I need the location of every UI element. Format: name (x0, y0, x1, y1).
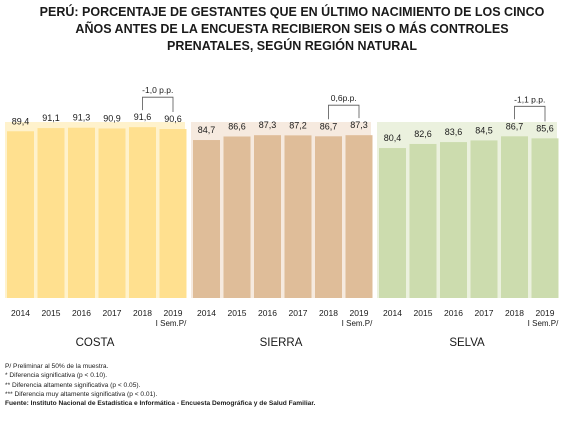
x-tick-sierra-2019: 2019 (350, 308, 369, 318)
x-tick-costa-2018: 2018 (133, 308, 152, 318)
bar-sierra-2019 (345, 135, 373, 298)
bar-selva-2014 (379, 148, 406, 298)
bar-costa-2015 (37, 128, 65, 298)
note-significant: * Diferencia significativa (p < 0.10). (5, 372, 108, 380)
value-label-sierra-2015: 86,6 (228, 121, 246, 131)
value-label-selva-2018: 86,7 (506, 121, 524, 131)
x-tick-sierra-2016: 2016 (258, 308, 277, 318)
annotation-costa: -1,0 p.p. (142, 85, 173, 95)
value-label-costa-2015: 91,1 (42, 113, 60, 123)
value-label-selva-2019: 85,6 (536, 123, 554, 133)
x-tick-selva-2016: 2016 (444, 308, 463, 318)
bar-costa-2019 (159, 129, 187, 298)
comparison-bracket-costa (142, 96, 174, 113)
x-tick-sub-costa: I Sem.P/ (156, 319, 187, 328)
group-label-selva: SELVA (449, 337, 485, 349)
value-label-selva-2015: 82,6 (414, 129, 432, 139)
x-tick-sierra-2017: 2017 (289, 308, 308, 318)
source-note: Fuente: Instituto Nacional de Estadístic… (5, 400, 316, 408)
footnotes: P/ Preliminar al 50% de la muestra. * Di… (5, 362, 315, 408)
value-label-sierra-2019: 87,3 (350, 120, 368, 130)
bar-costa-2014 (7, 131, 34, 298)
x-tick-costa-2019: 2019 (164, 308, 183, 318)
bar-sierra-2018 (315, 136, 342, 298)
bar-selva-2015 (409, 143, 437, 298)
note-very-highly-significant: *** Diferencia muy altamente significati… (5, 390, 158, 398)
bar-sierra-2017 (284, 135, 312, 298)
value-label-sierra-2014: 84,7 (198, 125, 216, 135)
x-tick-sierra-2014: 2014 (197, 308, 216, 318)
x-tick-selva-2017: 2017 (475, 308, 494, 318)
bar-selva-2019 (531, 138, 559, 298)
bar-selva-2017 (470, 140, 498, 298)
chart-title: PERÚ: PORCENTAJE DE GESTANTES QUE EN ÚLT… (0, 4, 584, 55)
x-tick-selva-2015: 2015 (414, 308, 433, 318)
comparison-bracket-sierra (328, 104, 360, 120)
value-label-costa-2017: 90,9 (103, 113, 121, 123)
bar-selva-2018 (501, 136, 528, 298)
bar-costa-2016 (68, 127, 95, 299)
bar-selva-2016 (440, 142, 467, 298)
x-tick-costa-2014: 2014 (11, 308, 30, 318)
x-tick-sierra-2015: 2015 (228, 308, 247, 318)
title-line-3: PRENATALES, SEGÚN REGIÓN NATURAL (166, 39, 417, 53)
x-tick-sub-sierra: I Sem.P/ (342, 319, 373, 328)
value-label-sierra-2017: 87,2 (289, 120, 307, 130)
bar-costa-2017 (98, 128, 126, 298)
value-label-sierra-2018: 86,7 (320, 121, 338, 131)
bar-sierra-2015 (223, 136, 251, 298)
group-label-sierra: SIERRA (260, 337, 303, 349)
x-tick-sub-selva: I Sem.P/ (528, 319, 559, 328)
value-label-costa-2014: 89,4 (12, 116, 30, 126)
value-label-selva-2014: 80,4 (384, 133, 402, 143)
title-line-2: AÑOS ANTES DE LA ENCUESTA RECIBIERON SEI… (75, 22, 509, 36)
value-label-costa-2018: 91,6 (134, 112, 152, 122)
bar-costa-2018 (129, 127, 156, 298)
comparison-bracket-selva (514, 105, 546, 122)
value-label-costa-2019: 90,6 (164, 114, 182, 124)
value-label-sierra-2016: 87,3 (259, 120, 277, 130)
value-label-selva-2017: 84,5 (475, 125, 493, 135)
x-tick-selva-2018: 2018 (505, 308, 524, 318)
x-tick-selva-2014: 2014 (383, 308, 402, 318)
annotation-selva: -1,1 p.p. (514, 94, 545, 104)
x-tick-sierra-2018: 2018 (319, 308, 338, 318)
note-highly-significant: ** Diferencia altamente significativa (p… (5, 381, 141, 389)
value-label-costa-2016: 91,3 (73, 113, 91, 123)
group-label-costa: COSTA (76, 337, 115, 349)
x-tick-costa-2017: 2017 (103, 308, 122, 318)
x-tick-costa-2015: 2015 (42, 308, 61, 318)
title-line-1: PERÚ: PORCENTAJE DE GESTANTES QUE EN ÚLT… (39, 5, 545, 19)
x-tick-costa-2016: 2016 (72, 308, 91, 318)
value-label-selva-2016: 83,6 (445, 127, 463, 137)
bar-sierra-2016 (254, 135, 281, 298)
annotation-sierra: 0,6p.p. (331, 93, 357, 103)
note-preliminary: P/ Preliminar al 50% de la muestra. (5, 363, 109, 370)
bar-sierra-2014 (193, 140, 220, 298)
x-tick-selva-2019: 2019 (536, 308, 555, 318)
